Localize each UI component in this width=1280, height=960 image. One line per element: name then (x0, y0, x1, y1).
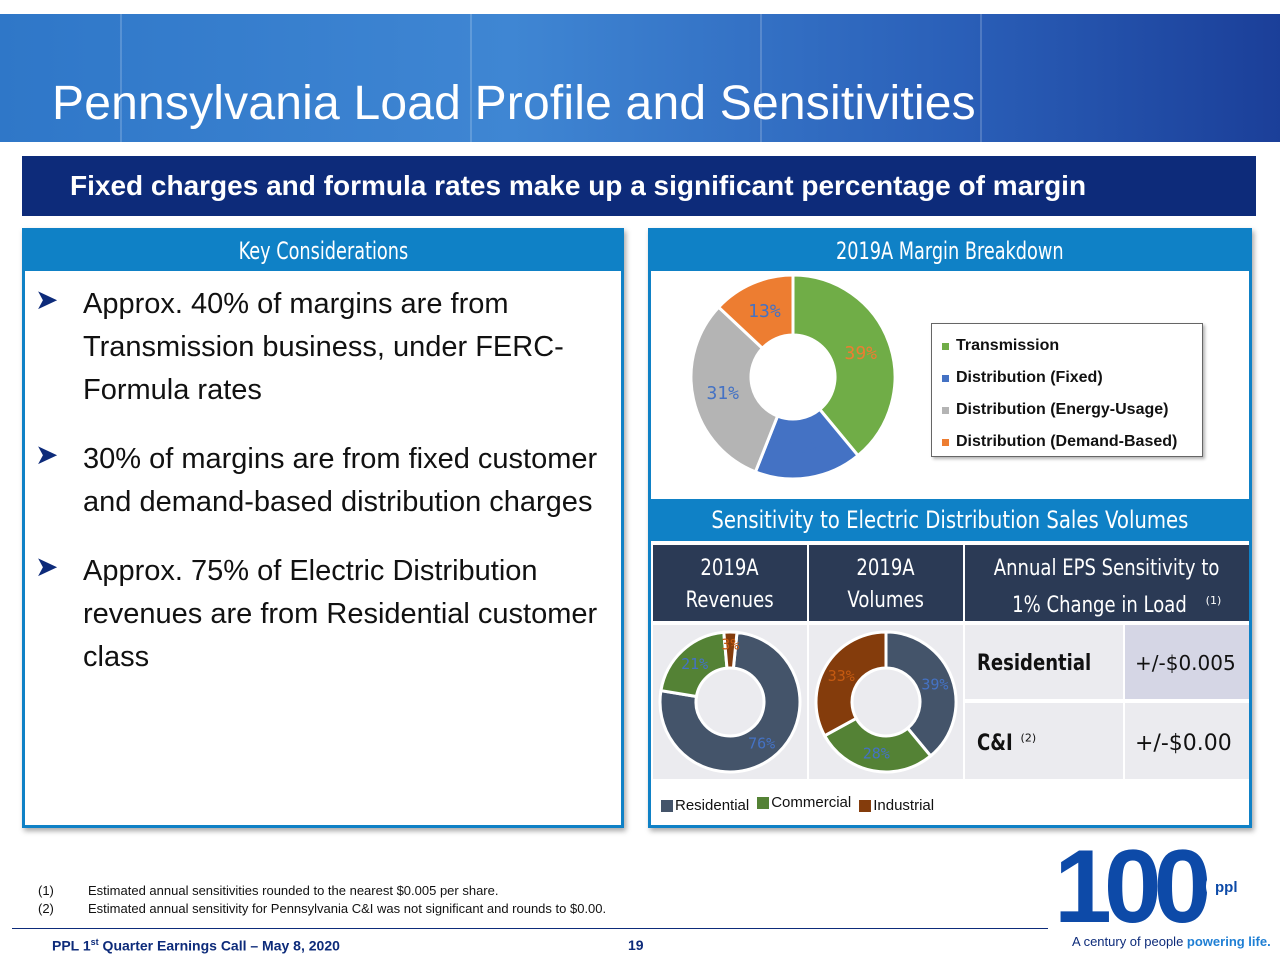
bullet-list: ➤ Approx. 40% of margins are from Transm… (25, 283, 621, 705)
residential-label-cell (965, 625, 1123, 699)
page-number: 19 (628, 937, 644, 953)
volumes-col-header: 2019A Volumes (809, 545, 963, 621)
legend-swatch (661, 799, 673, 812)
legend-item: Distribution (Fixed) (942, 362, 1202, 394)
ci-label: C&I (2) (977, 731, 1037, 756)
legend-item: Transmission (942, 330, 1202, 362)
legend-swatch (942, 374, 949, 382)
bullet-item: ➤ Approx. 40% of margins are from Transm… (25, 283, 621, 412)
page-title: Pennsylvania Load Profile and Sensitivit… (52, 77, 976, 130)
logo-inner-circle (1206, 864, 1250, 908)
legend-swatch (757, 796, 770, 809)
volumes-donut-chart: 39% 28% 33% (814, 630, 958, 774)
arrow-bullet-icon: ➤ (35, 439, 59, 470)
donut-slice-residential (658, 630, 802, 774)
donut-slice-industrial (722, 630, 739, 670)
logo-number: 100 (1054, 836, 1208, 932)
subtitle: Fixed charges and formula rates make up … (70, 170, 1087, 201)
donut-label: 31% (706, 383, 739, 404)
ci-value-cell (1125, 703, 1249, 779)
key-considerations-heading: Key Considerations (25, 231, 621, 271)
donut-label: 39% (844, 343, 877, 364)
residential-value: +/-$0.005 (1135, 651, 1236, 675)
bullet-text: Approx. 75% of Electric Distribution rev… (83, 555, 598, 673)
residential-value-cell (1125, 625, 1249, 699)
decorative-line (470, 14, 472, 142)
donut-label: 21% (681, 655, 708, 673)
bullet-text: Approx. 40% of margins are from Transmis… (83, 288, 564, 406)
legend-swatch (942, 406, 949, 414)
tagline: A century of people powering life. (1072, 934, 1271, 949)
footnote: (1) Estimated annual sensitivities rounde… (38, 883, 499, 898)
margin-legend: Transmission Distribution (Fixed) Distri… (931, 323, 1203, 457)
donut-label: 13% (748, 301, 781, 322)
donut-label: 76% (748, 735, 775, 753)
residential-label: Residential (977, 651, 1092, 676)
revenues-col-header: 2019A Revenues (653, 545, 807, 621)
donut-label: 17% (788, 438, 821, 459)
donut-slice-distribution-demand-based (716, 273, 795, 351)
donut-label: 39% (921, 676, 948, 694)
donut-label: 28% (863, 744, 890, 762)
donut-slice-residential (884, 630, 958, 759)
revenues-donut-chart: 76% 21% 3% (658, 630, 802, 774)
arrow-bullet-icon: ➤ (35, 284, 59, 315)
ppl-100-logo: 100 ppl (1054, 836, 1250, 932)
donut-label: 3% (721, 635, 739, 653)
legend-swatch (942, 438, 949, 446)
header-band (0, 14, 1280, 142)
legend-item: Distribution (Demand-Based) (942, 426, 1202, 458)
bullet-text: 30% of margins are from fixed customer a… (83, 443, 598, 518)
legend-swatch (859, 799, 872, 812)
eps-col-header: Annual EPS Sensitivity to 1% Change in Lo… (965, 545, 1249, 621)
arrow-bullet-icon: ➤ (35, 551, 59, 582)
footnotes: (1) Estimated annual sensitivities rounde… (38, 882, 606, 918)
legend-item: Commercial (757, 794, 851, 811)
segment-legend: Residential Commercial Industrial (661, 794, 942, 814)
ci-label-cell (965, 703, 1123, 779)
footer-rule (12, 928, 1048, 929)
decorative-line (120, 14, 122, 142)
bullet-item: ➤ Approx. 75% of Electric Distribution r… (25, 550, 621, 679)
legend-swatch (942, 342, 949, 350)
margin-donut-chart: 39% 17% 31% 13% (689, 273, 897, 481)
footnote: (2) Estimated annual sensitivity for Penn… (38, 901, 607, 916)
legend-item: Residential (661, 797, 749, 814)
margin-panel: 2019A Margin Breakdown 39% 17% 31% 13% Tran… (648, 228, 1252, 828)
margin-breakdown-heading: 2019A Margin Breakdown (651, 231, 1249, 271)
ci-value: +/-$0.00 (1135, 731, 1232, 756)
donut-slice-transmission (791, 273, 897, 458)
decorative-line (760, 14, 762, 142)
donut-slice-distribution-energy-usage (689, 305, 780, 474)
decorative-line (980, 14, 982, 142)
donut-label: 33% (828, 667, 855, 685)
legend-item: Industrial (859, 797, 934, 814)
donut-slice-commercial (822, 716, 933, 774)
logo-brand: ppl (1215, 879, 1238, 896)
key-considerations-panel: Key Considerations ➤ Approx. 40% of marg… (22, 228, 624, 828)
footer-event: PPL 1st Quarter Earnings Call – May 8, 2… (52, 937, 340, 954)
legend-item: Distribution (Energy-Usage) (942, 394, 1202, 426)
bullet-item: ➤ 30% of margins are from fixed customer… (25, 438, 621, 524)
donut-slice-industrial (814, 630, 888, 738)
sensitivity-heading: Sensitivity to Electric Distribution Sal… (651, 499, 1249, 541)
subtitle-bar: Fixed charges and formula rates make up … (22, 156, 1256, 216)
